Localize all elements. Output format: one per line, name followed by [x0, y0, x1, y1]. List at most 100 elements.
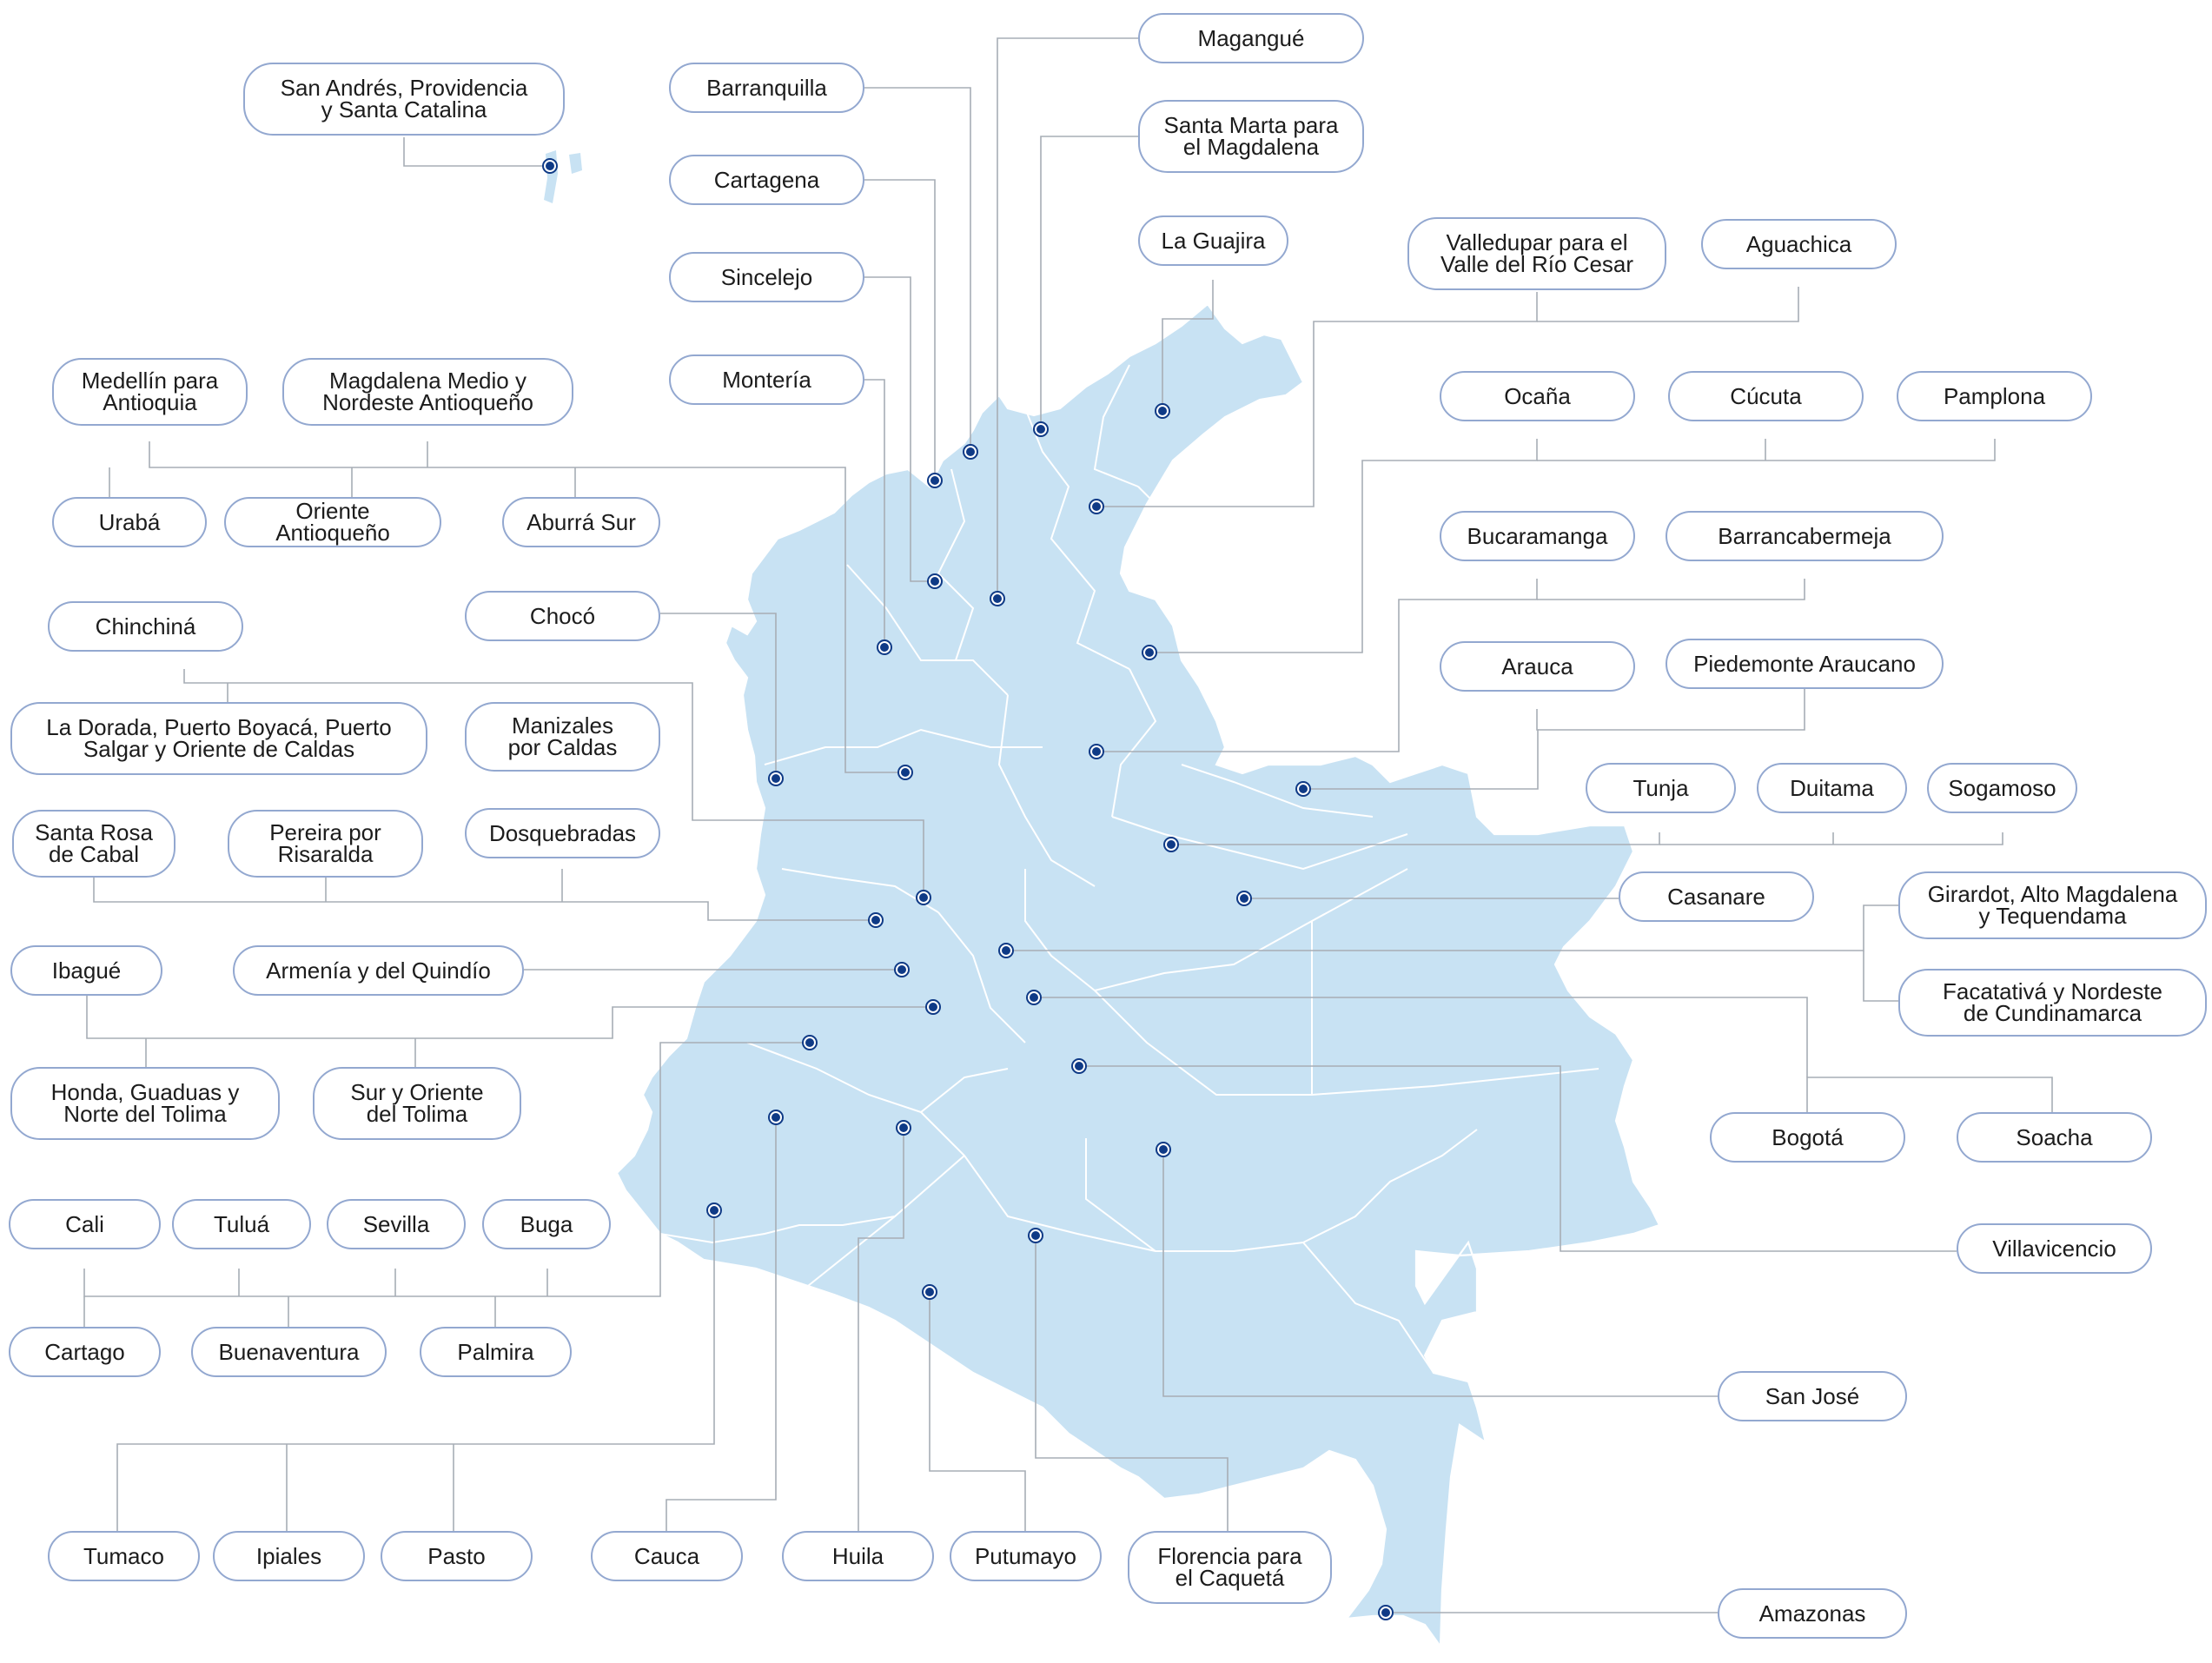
office-label-armenia[interactable]: Armenía y del Quindío: [233, 945, 524, 996]
office-label-palmira[interactable]: Palmira: [420, 1327, 572, 1377]
office-marker: [1028, 1228, 1043, 1243]
office-label-sevilla[interactable]: Sevilla: [327, 1199, 466, 1249]
office-label-dosquebradas[interactable]: Dosquebradas: [465, 808, 660, 858]
office-label-buenaventura[interactable]: Buenaventura: [191, 1327, 387, 1377]
office-label-monteria[interactable]: Montería: [669, 354, 864, 405]
office-label-oriente-antioqueno[interactable]: Oriente Antioqueño: [224, 497, 441, 547]
office-label-casanare[interactable]: Casanare: [1619, 871, 1814, 922]
office-label-barranquilla[interactable]: Barranquilla: [669, 63, 864, 113]
connector-line: [83, 1042, 810, 1297]
marker-dot: [1145, 648, 1154, 657]
office-label-florencia[interactable]: Florencia para el Caquetá: [1128, 1531, 1332, 1604]
office-label-honda[interactable]: Honda, Guaduas y Norte del Tolima: [10, 1067, 280, 1140]
office-label-pamplona[interactable]: Pamplona: [1897, 371, 2092, 421]
office-marker: [922, 1284, 937, 1300]
connector-line: [864, 276, 935, 582]
department-border: [1094, 990, 1599, 1096]
connector-line: [1863, 951, 1898, 1002]
connector-line: [864, 179, 936, 480]
providencia-island: [569, 153, 582, 174]
office-label-tunja[interactable]: Tunja: [1586, 763, 1736, 813]
office-label-manizales[interactable]: Manizales por Caldas: [465, 702, 660, 772]
office-label-facatativa[interactable]: Facatativá y Nordeste de Cundinamarca: [1898, 969, 2207, 1037]
office-label-arauca[interactable]: Arauca: [1440, 641, 1635, 692]
office-label-magangue[interactable]: Magangué: [1138, 13, 1364, 63]
office-marker: [1156, 1142, 1171, 1157]
office-label-la-guajira[interactable]: La Guajira: [1138, 215, 1288, 266]
office-label-huila[interactable]: Huila: [782, 1531, 934, 1581]
office-marker: [868, 912, 884, 928]
marker-dot: [1002, 946, 1010, 955]
office-label-san-jose[interactable]: San José: [1718, 1371, 1907, 1421]
department-border: [1181, 764, 1374, 818]
office-marker: [706, 1203, 722, 1218]
department-border: [764, 728, 1043, 765]
office-label-piedemonte-araucano[interactable]: Piedemonte Araucano: [1666, 639, 1944, 689]
office-marker: [963, 444, 978, 460]
office-label-villavicencio[interactable]: Villavicencio: [1957, 1223, 2152, 1274]
office-label-uraba[interactable]: Urabá: [52, 497, 207, 547]
marker-dot: [1381, 1608, 1390, 1617]
office-label-cucuta[interactable]: Cúcuta: [1668, 371, 1864, 421]
marker-dot: [901, 768, 910, 777]
department-border: [659, 1216, 896, 1244]
office-label-bogota[interactable]: Bogotá: [1710, 1112, 1905, 1163]
office-label-bucaramanga[interactable]: Bucaramanga: [1440, 511, 1635, 561]
office-label-santa-marta[interactable]: Santa Marta para el Magdalena: [1138, 100, 1364, 173]
office-label-medellin[interactable]: Medellín para Antioquia: [52, 358, 248, 426]
office-label-cali[interactable]: Cali: [9, 1199, 161, 1249]
office-label-ipiales[interactable]: Ipiales: [213, 1531, 365, 1581]
office-marker: [1163, 837, 1179, 852]
office-label-sogamoso[interactable]: Sogamoso: [1927, 763, 2077, 813]
office-label-cartago[interactable]: Cartago: [9, 1327, 161, 1377]
office-label-san-andres[interactable]: San Andrés, Providencia y Santa Catalina: [243, 63, 565, 136]
marker-dot: [772, 774, 780, 783]
office-label-pasto[interactable]: Pasto: [381, 1531, 533, 1581]
office-label-chinchina[interactable]: Chinchiná: [48, 601, 243, 652]
marker-dot: [897, 965, 906, 974]
office-marker: [894, 962, 910, 977]
office-label-girardot[interactable]: Girardot, Alto Magdalena y Tequendama: [1898, 871, 2207, 939]
office-marker: [877, 639, 892, 655]
department-borders: [659, 364, 1599, 1374]
office-label-sur-oriente-tolima[interactable]: Sur y Oriente del Tolima: [313, 1067, 521, 1140]
office-marker: [916, 890, 931, 905]
office-marker: [542, 158, 558, 174]
department-border: [1302, 1242, 1434, 1374]
office-label-ibague[interactable]: Ibagué: [10, 945, 162, 996]
office-label-aguachica[interactable]: Aguachica: [1701, 219, 1897, 269]
office-label-buga[interactable]: Buga: [482, 1199, 611, 1249]
office-label-barrancabermeja[interactable]: Barrancabermeja: [1666, 511, 1944, 561]
connector-line: [183, 669, 924, 898]
office-label-putumayo[interactable]: Putumayo: [950, 1531, 1102, 1581]
office-marker: [802, 1035, 818, 1050]
office-label-cartagena[interactable]: Cartagena: [669, 155, 864, 205]
office-label-santa-rosa[interactable]: Santa Rosa de Cabal: [12, 810, 176, 878]
office-label-pereira[interactable]: Pereira por Risaralda: [228, 810, 423, 878]
connector-line: [1149, 439, 1538, 653]
office-label-ocana[interactable]: Ocaña: [1440, 371, 1635, 421]
connector-line: [1162, 280, 1214, 411]
office-label-choco[interactable]: Chocó: [465, 591, 660, 641]
office-label-valledupar[interactable]: Valledupar para el Valle del Río Cesar: [1407, 217, 1666, 290]
office-label-soacha[interactable]: Soacha: [1957, 1112, 2152, 1163]
office-label-magdalena-medio[interactable]: Magdalena Medio y Nordeste Antioqueño: [282, 358, 573, 426]
marker-dot: [919, 893, 928, 902]
marker-dot: [772, 1113, 780, 1122]
office-label-aburra-sur[interactable]: Aburrá Sur: [502, 497, 660, 547]
office-label-tulua[interactable]: Tuluá: [172, 1199, 311, 1249]
office-label-la-dorada[interactable]: La Dorada, Puerto Boyacá, Puerto Salgar …: [10, 702, 427, 775]
mainland-colombia: [615, 302, 1661, 1650]
department-border: [937, 468, 975, 661]
office-label-duitama[interactable]: Duitama: [1757, 763, 1907, 813]
office-label-amazonas[interactable]: Amazonas: [1718, 1588, 1907, 1639]
marker-dot: [880, 643, 889, 652]
connector-line: [864, 87, 971, 452]
office-label-cauca[interactable]: Cauca: [591, 1531, 743, 1581]
connector-line: [1079, 1065, 1957, 1252]
connector-line: [1162, 1150, 1718, 1397]
office-label-sincelejo[interactable]: Sincelejo: [669, 252, 864, 302]
connector-line: [1537, 439, 1996, 461]
office-label-tumaco[interactable]: Tumaco: [48, 1531, 200, 1581]
department-border: [1111, 816, 1408, 871]
